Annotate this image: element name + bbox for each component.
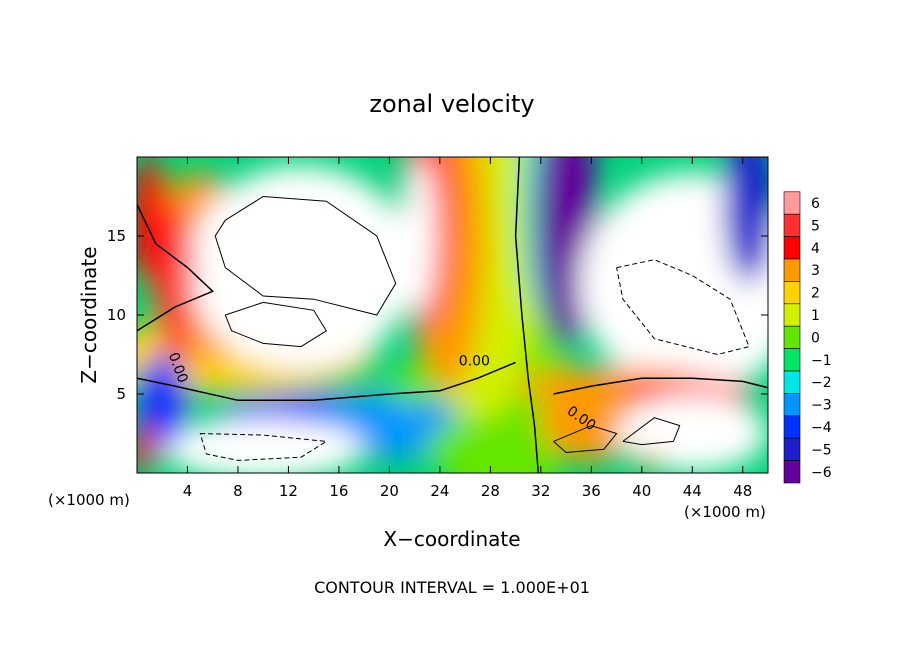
x-tick-label-44: 44 — [683, 482, 702, 500]
colorbar-label-3: 3 — [811, 263, 820, 279]
colorbar-label-11: −5 — [811, 442, 832, 458]
colorbar-label-1: 5 — [811, 218, 820, 234]
contour-upper-loop — [214, 195, 397, 316]
x-tick-label-12: 12 — [279, 482, 298, 500]
x-tick-label-48: 48 — [733, 482, 752, 500]
contour-zero-lower — [137, 361, 516, 402]
colorbar-label-7: −1 — [811, 353, 832, 369]
colorbar-swatch-11 — [783, 437, 801, 461]
colorbar-swatch-3 — [783, 258, 801, 282]
x-tick-label-16: 16 — [329, 482, 348, 500]
field-blob-17 — [616, 394, 768, 473]
y-tick-label-15: 15 — [107, 227, 126, 245]
contour-zero-right — [553, 377, 768, 395]
contour-dashed-right — [616, 259, 750, 356]
x-axis-label: X−coordinate — [383, 527, 520, 551]
colorbar-swatch-1 — [783, 213, 801, 237]
x-tick-label-40: 40 — [632, 482, 651, 500]
colorbar-legend: 6 5 4 3 2 1 0 −1 −2 −3 −4 −5 −6 — [783, 191, 832, 484]
field-blob-20 — [162, 417, 365, 473]
colorbar-label-4: 2 — [811, 286, 820, 302]
x-tick-label-8: 8 — [233, 482, 243, 500]
contour-lower-mid-loop — [553, 425, 618, 454]
colorbar-swatch-4 — [783, 281, 801, 305]
field-blob-21 — [137, 354, 188, 450]
field-blob-7 — [187, 164, 415, 371]
contour-label-0: 0.00 — [459, 354, 490, 370]
field-blob-24 — [631, 454, 665, 470]
x-units-right: (×1000 m) — [684, 503, 766, 521]
colorbar-swatch-10 — [783, 415, 801, 439]
x-tick-label-20: 20 — [380, 482, 399, 500]
colorbar-swatch-9 — [783, 393, 801, 417]
colorbar-swatch-0 — [783, 191, 801, 215]
colorbar-swatch-12 — [783, 460, 801, 484]
contour-zero-left — [137, 204, 215, 332]
field-blob-25 — [389, 367, 440, 406]
contour-mid-loop — [224, 301, 327, 348]
plot-area: 0.000.000.00 4 8 12 16 20 24 28 32 36 40 44 48 5101… — [107, 156, 769, 500]
field-blob-12 — [578, 172, 768, 394]
contour-dashed-lower — [199, 433, 328, 461]
field-blob-23 — [427, 417, 529, 473]
contour-zero-vertical — [514, 157, 540, 473]
colorbar-swatch-6 — [783, 325, 801, 349]
y-tick-label-5: 5 — [116, 385, 126, 403]
colorbar-label-12: −6 — [811, 465, 832, 481]
colorbar-swatch-8 — [783, 370, 801, 394]
x-axis: 4 8 12 16 20 24 28 32 36 40 44 48 — [183, 157, 752, 500]
field-blob-22 — [137, 425, 156, 473]
contour-lines — [137, 157, 768, 473]
y-axis: 5 10 15 — [107, 227, 768, 403]
field-blob-13 — [723, 157, 768, 284]
x-units-left: (×1000 m) — [48, 491, 130, 509]
colorbar-label-9: −3 — [811, 398, 832, 414]
colorbar-swatch-2 — [783, 236, 801, 260]
contour-interval-note: CONTOUR INTERVAL = 1.000E+01 — [314, 578, 590, 597]
colorbar-label-5: 1 — [811, 308, 820, 324]
contour-lower-right-loop — [622, 417, 681, 446]
colorbar-label-0: 6 — [811, 196, 820, 212]
colorbar-swatch-5 — [783, 303, 801, 327]
x-tick-label-36: 36 — [582, 482, 601, 500]
colorbar-label-8: −2 — [811, 375, 832, 391]
colorbar-label-2: 4 — [811, 241, 820, 257]
chart-title: zonal velocity — [369, 90, 534, 118]
x-tick-label-4: 4 — [183, 482, 193, 500]
field-blob-16 — [540, 382, 642, 462]
y-axis-label: Z−coordinate — [77, 246, 101, 383]
x-tick-label-24: 24 — [430, 482, 449, 500]
field-blob-9 — [137, 157, 169, 284]
x-tick-label-28: 28 — [481, 482, 500, 500]
x-tick-label-32: 32 — [531, 482, 550, 500]
y-tick-label-10: 10 — [107, 306, 126, 324]
colorbar-swatch-7 — [783, 348, 801, 372]
colorbar-label-6: 0 — [811, 330, 820, 346]
colorbar-label-10: −4 — [811, 420, 832, 436]
